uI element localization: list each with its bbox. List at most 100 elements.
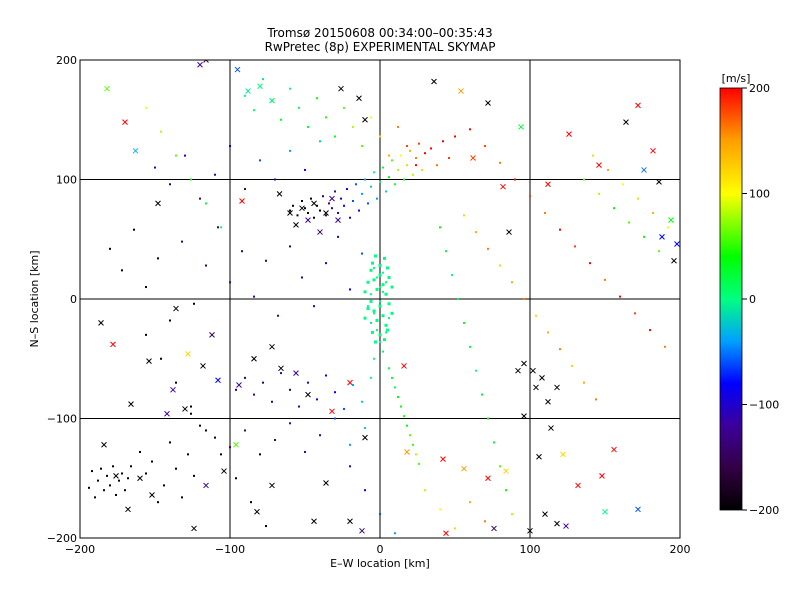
dot-point <box>583 381 585 384</box>
dot-point <box>385 281 387 284</box>
cross-point <box>599 473 605 479</box>
dot-point <box>595 398 597 401</box>
cluster-point <box>375 287 379 291</box>
cluster-point <box>369 268 373 272</box>
dot-point <box>325 116 327 119</box>
dot-point <box>481 393 483 396</box>
dot-point <box>115 493 117 496</box>
dot-point <box>298 106 300 109</box>
dot-point <box>181 240 183 243</box>
dot-point <box>412 173 414 176</box>
dot-point <box>130 465 132 468</box>
dot-point <box>307 211 309 214</box>
cross-point <box>656 179 662 185</box>
dot-point <box>439 226 441 229</box>
cross-point <box>539 375 545 381</box>
cross-point <box>110 341 116 348</box>
cluster-point <box>371 261 374 265</box>
dot-point <box>463 321 465 324</box>
cross-point <box>234 66 241 73</box>
cross-point <box>122 119 128 125</box>
cross-point <box>338 85 344 92</box>
cross-point <box>356 95 362 102</box>
cluster-point <box>384 292 388 296</box>
dot-point <box>346 188 348 191</box>
cross-point <box>536 453 542 460</box>
dot-point <box>304 450 306 453</box>
dot-point <box>523 298 525 300</box>
dot-point <box>121 269 123 272</box>
dot-point <box>379 341 381 344</box>
dot-point <box>370 293 372 296</box>
cross-point <box>278 365 284 372</box>
cross-point <box>113 473 119 479</box>
cross-point <box>347 379 353 386</box>
dot-point <box>193 302 195 305</box>
cross-point <box>623 119 629 125</box>
cross-point <box>257 83 263 90</box>
dot-point <box>574 245 576 248</box>
dot-point <box>316 398 318 401</box>
cross-point <box>548 425 554 431</box>
dot-point <box>430 147 432 150</box>
dot-point <box>244 429 246 432</box>
dot-point <box>289 245 291 248</box>
colorbar-tick-label: 0 <box>749 293 756 306</box>
dot-point <box>325 262 327 265</box>
dot-point <box>547 331 549 334</box>
cross-point <box>335 217 341 223</box>
dot-point <box>493 441 495 444</box>
dot-point <box>112 465 114 468</box>
dot-point <box>361 145 363 148</box>
cross-point <box>221 468 227 474</box>
dot-point <box>469 128 471 131</box>
dot-point <box>559 228 561 231</box>
dot-point <box>382 166 384 169</box>
dot-point <box>259 159 261 162</box>
cluster-point <box>378 264 382 268</box>
cross-point <box>104 85 110 92</box>
dot-point <box>388 176 390 179</box>
dot-point <box>388 154 390 157</box>
dot-point <box>352 200 354 203</box>
cross-point <box>311 518 317 525</box>
cross-point <box>527 527 533 534</box>
dot-point <box>418 462 420 465</box>
dot-point <box>214 436 216 439</box>
cross-point <box>173 305 179 312</box>
cross-point <box>635 506 641 513</box>
dot-point <box>133 228 135 231</box>
cross-point <box>563 523 569 529</box>
data-points <box>88 60 680 537</box>
dot-point <box>193 474 195 477</box>
cross-point <box>635 102 641 109</box>
dot-point <box>529 195 531 198</box>
dot-point <box>628 221 630 224</box>
cross-point <box>575 482 581 489</box>
cross-point <box>299 205 305 212</box>
cross-point <box>293 222 299 228</box>
dot-point <box>376 329 378 332</box>
dot-point <box>454 527 456 530</box>
dot-point <box>607 168 609 171</box>
cluster-point <box>363 316 367 320</box>
cluster-point <box>374 340 377 344</box>
dot-point <box>406 164 408 167</box>
x-tick-label: 200 <box>670 543 691 556</box>
dot-point <box>169 183 171 186</box>
cross-point <box>530 367 536 374</box>
dot-point <box>424 152 426 155</box>
dot-point <box>535 314 537 317</box>
dot-point <box>316 97 318 100</box>
dot-point <box>301 200 303 203</box>
cross-point <box>545 181 551 188</box>
dot-point <box>244 94 246 97</box>
dot-point <box>97 479 99 482</box>
dot-point <box>364 427 366 430</box>
cluster-point <box>378 304 382 308</box>
colorbar-tick-label: −100 <box>749 399 779 412</box>
dot-point <box>397 168 399 171</box>
dot-point <box>619 295 621 298</box>
colorbar-tick-label: 200 <box>749 82 770 95</box>
cross-point <box>155 200 161 207</box>
